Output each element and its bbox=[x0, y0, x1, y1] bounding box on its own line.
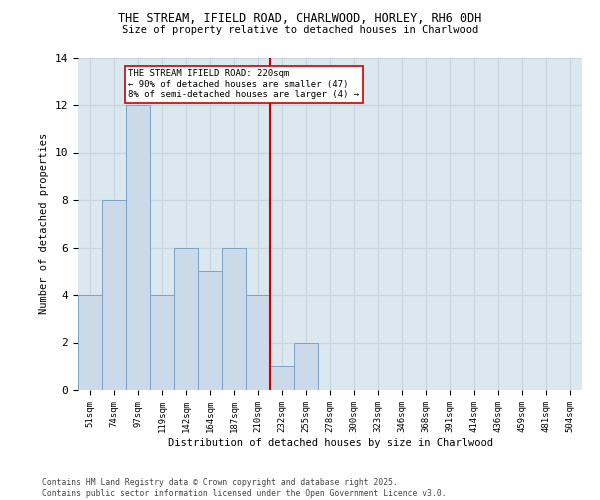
Y-axis label: Number of detached properties: Number of detached properties bbox=[39, 133, 49, 314]
Bar bbox=[126, 105, 150, 390]
Text: Contains HM Land Registry data © Crown copyright and database right 2025.
Contai: Contains HM Land Registry data © Crown c… bbox=[42, 478, 446, 498]
Text: Size of property relative to detached houses in Charlwood: Size of property relative to detached ho… bbox=[122, 25, 478, 35]
Bar bbox=[246, 295, 270, 390]
Text: THE STREAM IFIELD ROAD: 220sqm
← 90% of detached houses are smaller (47)
8% of s: THE STREAM IFIELD ROAD: 220sqm ← 90% of … bbox=[128, 70, 359, 99]
Text: THE STREAM, IFIELD ROAD, CHARLWOOD, HORLEY, RH6 0DH: THE STREAM, IFIELD ROAD, CHARLWOOD, HORL… bbox=[118, 12, 482, 26]
Bar bbox=[294, 342, 318, 390]
X-axis label: Distribution of detached houses by size in Charlwood: Distribution of detached houses by size … bbox=[167, 438, 493, 448]
Bar bbox=[78, 295, 102, 390]
Bar bbox=[222, 248, 246, 390]
Bar bbox=[270, 366, 294, 390]
Bar bbox=[198, 271, 222, 390]
Bar bbox=[102, 200, 126, 390]
Bar bbox=[150, 295, 174, 390]
Bar bbox=[174, 248, 198, 390]
